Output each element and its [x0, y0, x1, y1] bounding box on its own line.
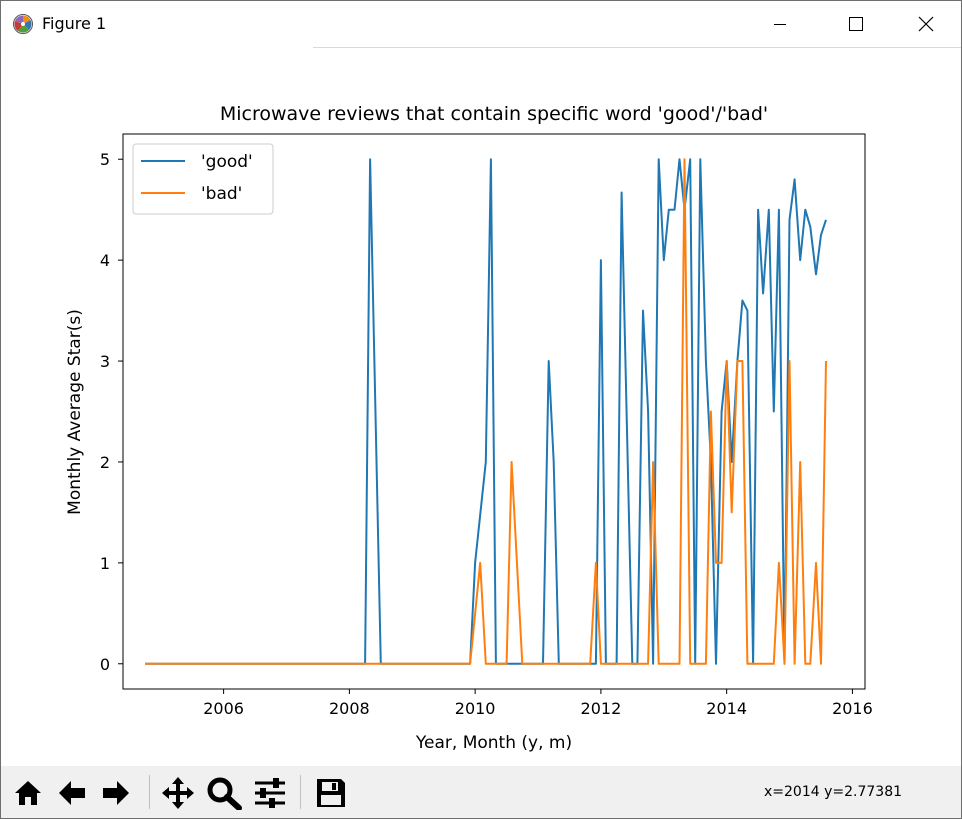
x-axis-label: Year, Month (y, m): [415, 733, 572, 753]
y-tick-label: 5: [100, 150, 110, 169]
legend-label-bad: 'bad': [201, 184, 242, 204]
save-button[interactable]: [310, 775, 352, 811]
home-button[interactable]: [10, 775, 46, 811]
x-tick-label: 2014: [706, 699, 747, 718]
cursor-coordinates: x=2014 y=2.77381: [764, 784, 903, 800]
chart-title: Microwave reviews that contain specific …: [220, 103, 768, 125]
toolbar-separator: [300, 775, 301, 809]
y-tick-label: 3: [100, 352, 110, 371]
forward-button[interactable]: [98, 775, 134, 811]
line-chart[interactable]: Microwave reviews that contain specific …: [1, 48, 961, 766]
zoom-button[interactable]: [204, 775, 244, 811]
figure-canvas[interactable]: Microwave reviews that contain specific …: [1, 48, 961, 766]
series-line-good: [145, 158, 827, 665]
x-tick-label: 2008: [329, 699, 370, 718]
y-axis: 0 1 2 3 4 5: [100, 150, 123, 674]
back-arrow-icon: [59, 781, 85, 805]
x-axis: 2006 2008 2010 2012 2014 2016: [203, 689, 873, 718]
pan-icon: [162, 777, 194, 809]
x-tick-label: 2012: [581, 699, 622, 718]
plot-series-group: [145, 158, 827, 665]
navigation-toolbar: x=2014 y=2.77381: [1, 766, 961, 818]
back-button[interactable]: [54, 775, 90, 811]
y-tick-label: 0: [100, 655, 110, 674]
title-separator: [313, 47, 961, 48]
minimize-button[interactable]: [757, 1, 803, 47]
maximize-button[interactable]: [833, 1, 879, 47]
configure-subplots-icon: [255, 778, 285, 808]
x-tick-label: 2006: [203, 699, 244, 718]
save-icon: [317, 779, 345, 807]
y-axis-label: Monthly Average Star(s): [65, 309, 85, 515]
title-bar[interactable]: Figure 1: [1, 1, 961, 47]
matplotlib-logo-icon: [13, 14, 33, 34]
plot-frame: [122, 133, 866, 690]
series-line-bad: [145, 158, 827, 665]
home-icon: [15, 781, 41, 805]
y-tick-label: 1: [100, 554, 110, 573]
legend: 'good' 'bad': [132, 143, 274, 215]
pan-button[interactable]: [160, 775, 196, 811]
y-tick-label: 2: [100, 453, 110, 472]
forward-arrow-icon: [103, 781, 129, 805]
maximize-icon: [849, 17, 863, 31]
y-tick-label: 4: [100, 251, 110, 270]
minimize-icon: [774, 24, 786, 25]
configure-subplots-button[interactable]: [250, 775, 290, 811]
close-icon: [918, 16, 934, 32]
zoom-icon: [207, 777, 242, 810]
x-tick-label: 2016: [832, 699, 873, 718]
window-title: Figure 1: [42, 14, 107, 33]
legend-label-good: 'good': [201, 152, 253, 172]
x-tick-label: 2010: [455, 699, 496, 718]
toolbar-separator: [149, 775, 150, 809]
close-button[interactable]: [903, 1, 949, 47]
